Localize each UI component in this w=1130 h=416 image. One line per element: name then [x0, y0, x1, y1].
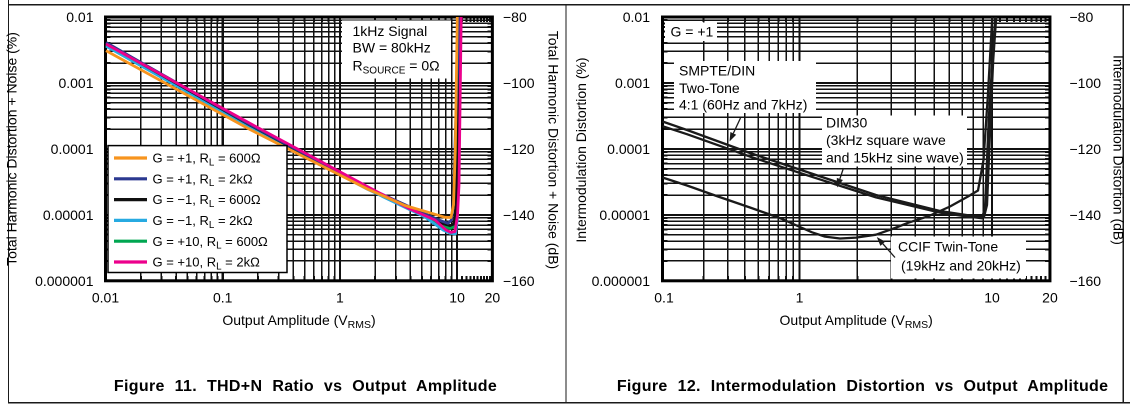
svg-text:(19kHz and 20kHz): (19kHz and 20kHz): [901, 257, 1021, 273]
svg-text:0.01: 0.01: [92, 290, 119, 306]
svg-text:Two-Tone: Two-Tone: [679, 80, 740, 96]
svg-text:−140: −140: [1070, 207, 1102, 223]
svg-text:20: 20: [485, 290, 501, 306]
svg-text:0.00001: 0.00001: [43, 207, 94, 223]
svg-text:Total Harmonic Distortion + No: Total Harmonic Distortion + Noise (%): [4, 32, 20, 266]
svg-text:G = +1, RL = 2kΩ: G = +1, RL = 2kΩ: [153, 171, 253, 189]
svg-text:and 15kHz sine wave): and 15kHz sine wave): [826, 150, 964, 166]
svg-text:0.0001: 0.0001: [51, 141, 94, 157]
svg-text:10: 10: [984, 290, 1000, 306]
svg-text:Figure 11. THD+N Ratio vs Outp: Figure 11. THD+N Ratio vs Output Amplitu…: [114, 378, 497, 395]
svg-text:0.00001: 0.00001: [599, 207, 650, 223]
svg-text:−140: −140: [503, 207, 535, 223]
svg-text:0.0001: 0.0001: [607, 141, 650, 157]
svg-text:−80: −80: [1070, 9, 1094, 25]
svg-text:1: 1: [796, 290, 804, 306]
svg-text:Output Amplitude (VRMS): Output Amplitude (VRMS): [222, 312, 375, 331]
svg-text:−160: −160: [503, 273, 535, 289]
svg-text:−80: −80: [503, 9, 527, 25]
svg-text:−100: −100: [1070, 75, 1102, 91]
svg-text:−100: −100: [503, 75, 535, 91]
svg-text:0.01: 0.01: [66, 9, 93, 25]
svg-text:−120: −120: [1070, 141, 1102, 157]
svg-text:0.000001: 0.000001: [592, 273, 651, 289]
svg-text:−120: −120: [503, 141, 535, 157]
svg-text:G = +1, RL = 600Ω: G = +1, RL = 600Ω: [153, 151, 261, 169]
svg-text:−160: −160: [1070, 273, 1102, 289]
svg-text:Intermodulation Distortion (%): Intermodulation Distortion (%): [573, 57, 589, 242]
svg-text:0.001: 0.001: [615, 75, 650, 91]
svg-text:0.000001: 0.000001: [35, 273, 94, 289]
svg-text:0.1: 0.1: [654, 290, 674, 306]
svg-text:(3kHz square wave: (3kHz square wave: [826, 132, 946, 148]
svg-text:1kHz Signal: 1kHz Signal: [353, 23, 428, 39]
svg-text:G = −1, RL = 2kΩ: G = −1, RL = 2kΩ: [153, 213, 253, 231]
svg-text:10: 10: [449, 290, 465, 306]
svg-text:Output Amplitude (VRMS): Output Amplitude (VRMS): [780, 312, 933, 331]
svg-text:CCIF Twin-Tone: CCIF Twin-Tone: [898, 239, 998, 255]
svg-text:4:1 (60Hz and 7kHz): 4:1 (60Hz and 7kHz): [679, 97, 807, 113]
svg-text:G = +1: G = +1: [671, 24, 714, 40]
svg-text:0.01: 0.01: [623, 9, 650, 25]
svg-text:G = +10, RL = 600Ω: G = +10, RL = 600Ω: [153, 234, 269, 252]
svg-text:0.001: 0.001: [58, 75, 93, 91]
svg-text:Figure 12. Intermodulation Dis: Figure 12. Intermodulation Distortion vs…: [617, 378, 1109, 395]
svg-text:20: 20: [1042, 290, 1058, 306]
svg-text:Total Harmonic Distortion + No: Total Harmonic Distortion + Noise (dB): [546, 31, 562, 269]
svg-text:0.1: 0.1: [213, 290, 233, 306]
svg-text:SMPTE/DIN: SMPTE/DIN: [679, 63, 755, 79]
svg-text:DIM30: DIM30: [826, 115, 867, 131]
svg-text:G = −1, RL = 600Ω: G = −1, RL = 600Ω: [153, 192, 261, 210]
svg-text:1: 1: [336, 290, 344, 306]
svg-text:Intermodulation Distortion (dB: Intermodulation Distortion (dB): [1110, 55, 1126, 245]
svg-text:BW = 80kHz: BW = 80kHz: [353, 40, 431, 56]
svg-text:G = +10, RL = 2kΩ: G = +10, RL = 2kΩ: [153, 255, 261, 273]
